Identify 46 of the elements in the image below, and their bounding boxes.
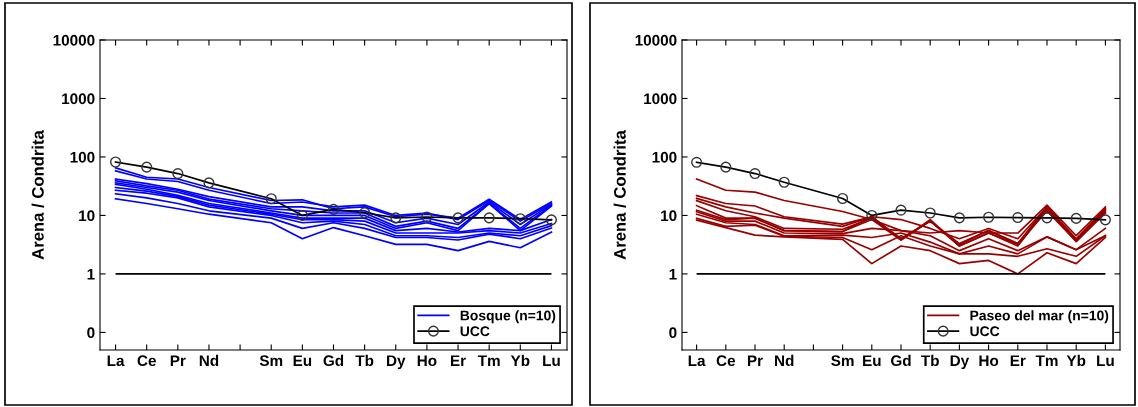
legend-label: UCC	[460, 326, 490, 337]
y-tick-label: 10000	[53, 34, 95, 46]
y-axis-title: Arena / Condrita	[31, 130, 44, 260]
x-tick-label: Pr	[170, 355, 186, 366]
x-tick-label: Nd	[199, 354, 219, 367]
y-tick-label: 100	[70, 151, 95, 163]
y-tick-label: 100	[652, 151, 677, 163]
x-tick-label: Er	[1010, 355, 1026, 366]
x-tick-label: Gd	[323, 354, 344, 367]
x-tick-label: Tb	[921, 354, 939, 367]
legend-label: Bosque (n=10)	[460, 310, 556, 324]
y-tick-label: 0	[669, 327, 677, 339]
x-tick-label: Gd	[891, 354, 911, 367]
x-tick-label: Eu	[293, 355, 312, 367]
x-tick-label: Sm	[259, 355, 283, 367]
legend-label: Paseo del mar (n=10)	[970, 310, 1109, 324]
x-tick-label: Tm	[477, 355, 500, 366]
x-tick-label: Ho	[979, 355, 999, 367]
x-tick-label: Dy	[950, 355, 970, 370]
x-tick-label: La	[107, 355, 125, 367]
x-tick-label: Yb	[510, 354, 530, 367]
x-tick-label: Yb	[1066, 354, 1086, 367]
x-tick-label: Sm	[831, 355, 854, 367]
y-tick-label: 1	[669, 268, 677, 280]
x-tick-label: Lu	[1097, 355, 1114, 367]
x-tick-label: Lu	[543, 355, 560, 367]
legend-label: UCC	[970, 326, 1000, 337]
x-tick-label: Ce	[716, 355, 736, 367]
x-tick-label: Pr	[747, 355, 763, 366]
x-tick-label: Tb	[355, 354, 374, 367]
y-tick-label: 1000	[644, 93, 677, 105]
x-tick-label: Ho	[417, 355, 437, 367]
x-tick-label: Ce	[137, 355, 156, 367]
y-tick-label: 10000	[635, 34, 677, 46]
x-tick-label: La	[688, 355, 706, 367]
y-tick-label: 10	[79, 210, 95, 222]
y-tick-label: 1000	[62, 93, 95, 105]
x-tick-label: Nd	[775, 354, 794, 367]
y-tick-label: 1	[87, 268, 95, 280]
y-tick-label: 10	[661, 210, 677, 222]
x-tick-label: Er	[450, 355, 466, 366]
y-tick-label: 0	[87, 327, 95, 339]
x-tick-label: Eu	[863, 355, 881, 367]
y-axis-title: Arena / Condrita	[613, 130, 626, 260]
x-tick-label: Tm	[1035, 355, 1058, 366]
x-tick-label: Dy	[387, 355, 406, 370]
